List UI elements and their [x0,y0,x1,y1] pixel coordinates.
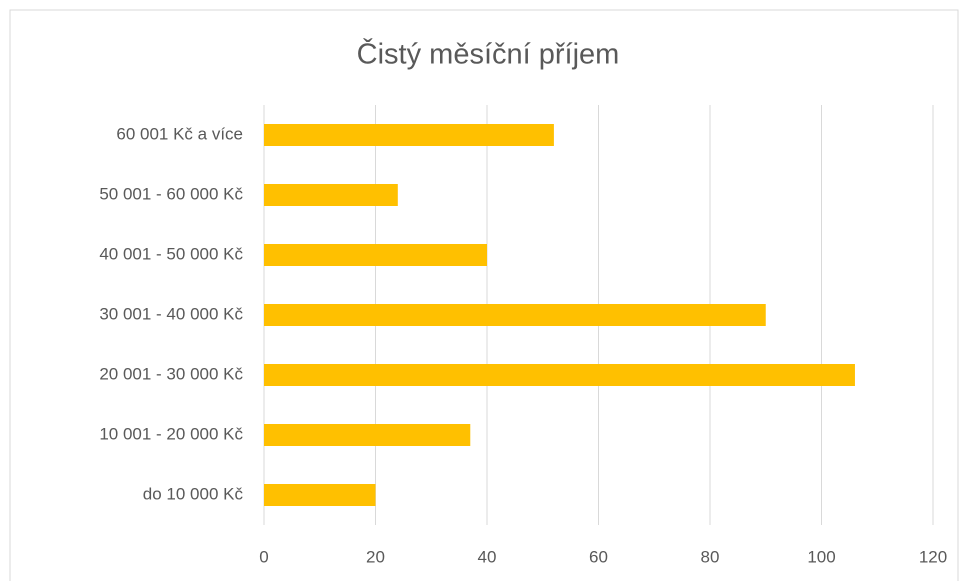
bar [264,184,398,206]
bar [264,244,487,266]
y-tick-label: 30 001 - 40 000 Kč [99,304,243,323]
bar [264,424,471,446]
y-tick-label: 10 001 - 20 000 Kč [99,424,243,443]
x-tick-label: 60 [589,547,608,566]
chart-title: Čistý měsíční příjem [357,37,620,71]
bar [264,124,554,146]
bar [264,304,766,326]
x-tick-label: 80 [701,547,720,566]
y-tick-label: 60 001 Kč a více [116,124,243,143]
bar [264,484,376,506]
x-tick-label: 120 [919,547,947,566]
chart-border [9,9,959,581]
y-tick-label: 50 001 - 60 000 Kč [99,184,243,203]
bar [264,364,855,386]
y-tick-label: do 10 000 Kč [143,484,244,503]
x-tick-label: 100 [807,547,835,566]
x-tick-label: 0 [259,547,268,566]
y-tick-label: 20 001 - 30 000 Kč [99,364,243,383]
y-tick-label: 40 001 - 50 000 Kč [99,244,243,263]
x-tick-label: 20 [366,547,385,566]
x-tick-label: 40 [478,547,497,566]
